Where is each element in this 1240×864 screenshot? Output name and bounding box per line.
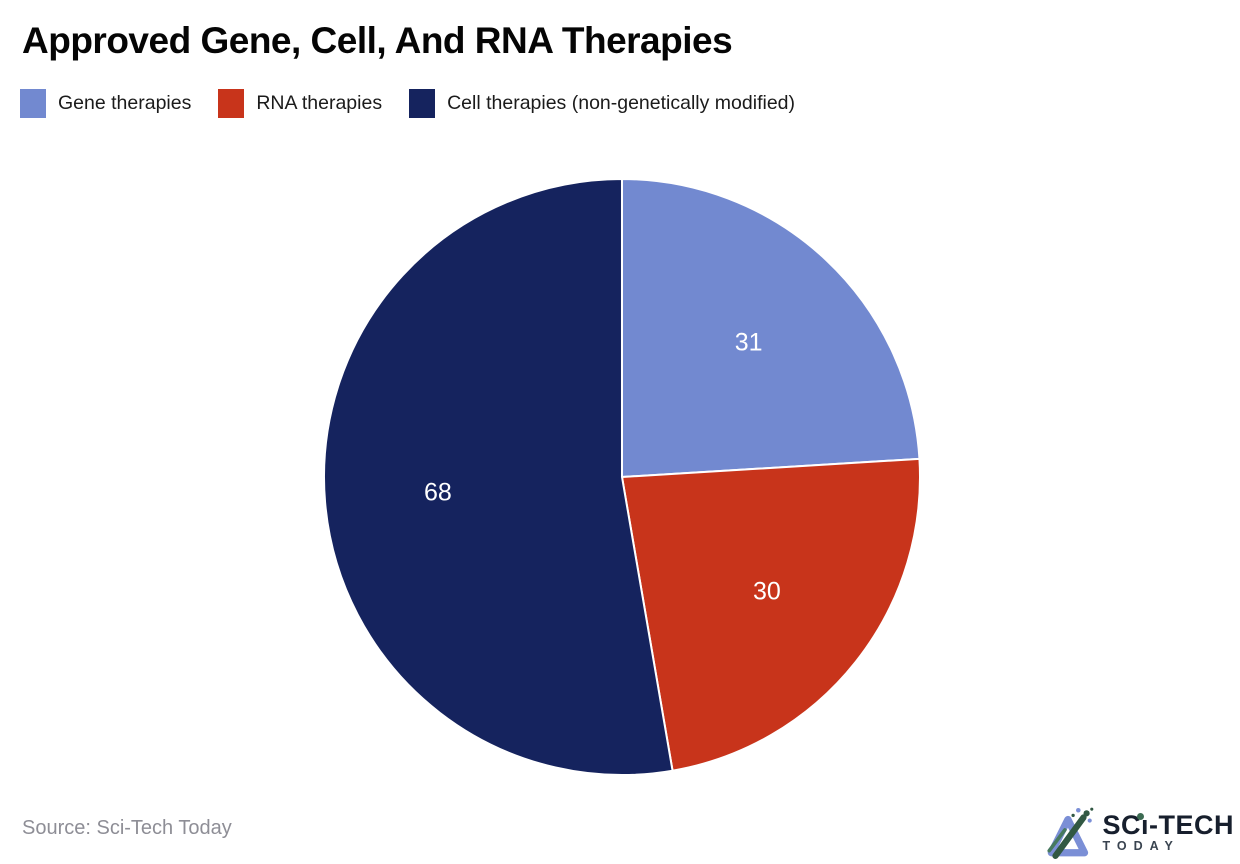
logo-tagline: TODAY bbox=[1102, 839, 1180, 854]
legend-swatch-cell-therapies bbox=[409, 89, 436, 118]
legend-label: Gene therapies bbox=[58, 92, 192, 114]
source-note: Source: Sci-Tech Today bbox=[22, 817, 232, 839]
legend-label: Cell therapies (non-genetically modified… bbox=[447, 92, 796, 114]
pie-slice bbox=[323, 178, 674, 776]
pie-value-label: 30 bbox=[753, 578, 781, 606]
logo-brand-text: SCı-TECH bbox=[1102, 809, 1234, 840]
pie-chart: 31 30 68 bbox=[323, 178, 921, 776]
legend-swatch-rna-therapies bbox=[218, 89, 245, 118]
scitech-today-logo: SCı-TECH TODAY bbox=[1042, 804, 1234, 860]
legend-item-rna-therapies: RNA therapies bbox=[218, 89, 382, 118]
legend-swatch-gene-therapies bbox=[20, 89, 46, 118]
logo-text: SCı-TECH TODAY bbox=[1102, 809, 1234, 854]
pie-value-label: 68 bbox=[424, 479, 452, 507]
chart-title: Approved Gene, Cell, And RNA Therapies bbox=[22, 20, 733, 61]
legend: Gene therapies RNA therapies Cell therap… bbox=[20, 89, 795, 118]
legend-item-gene-therapies: Gene therapies bbox=[20, 89, 191, 118]
scitech-logo-icon bbox=[1047, 807, 1094, 859]
pie-chart-area: 31 30 68 bbox=[320, 175, 924, 779]
pie-value-label: 31 bbox=[735, 328, 763, 356]
logo-i-dot bbox=[1137, 812, 1145, 820]
pie-slice bbox=[621, 178, 921, 478]
legend-label: RNA therapies bbox=[256, 92, 383, 114]
legend-item-cell-therapies: Cell therapies (non-genetically modified… bbox=[409, 89, 795, 118]
pie-slice bbox=[621, 457, 921, 772]
